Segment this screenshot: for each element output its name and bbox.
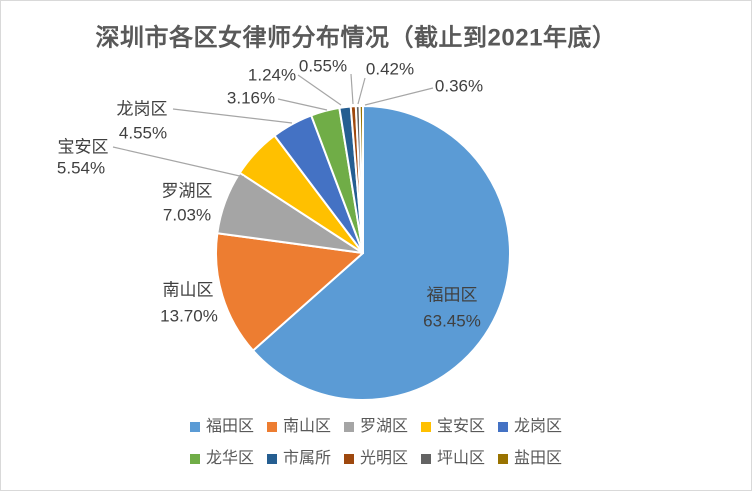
data-label-value-guangming: 0.55% bbox=[298, 56, 348, 76]
legend-item-baoan: 宝安区 bbox=[421, 419, 485, 435]
data-label-name-longgang: 龙岗区 bbox=[116, 99, 168, 119]
legend-item-guangming: 光明区 bbox=[343, 450, 408, 467]
legend-row-1: 福田区 南山区 罗湖区 宝安区 龙岗区 bbox=[189, 418, 562, 435]
legend-swatch-municipal-firms bbox=[266, 454, 277, 464]
legend-label-longgang: 龙岗区 bbox=[514, 418, 563, 435]
legend-label-luohu: 罗湖区 bbox=[359, 418, 408, 435]
data-label-value-luohu: 7.03% bbox=[162, 205, 212, 225]
legend-label-nanshan: 南山区 bbox=[282, 418, 331, 435]
legend-label-guangming: 光明区 bbox=[359, 450, 408, 467]
data-label-value-pingshan: 0.42% bbox=[365, 59, 415, 79]
legend-swatch-guangming bbox=[343, 454, 354, 464]
legend-swatch-longhua bbox=[189, 454, 200, 464]
legend-label-baoan: 宝安区 bbox=[437, 418, 486, 435]
data-label-value-longgang: 4.55% bbox=[118, 123, 168, 143]
data-label-value-yantian: 0.36% bbox=[434, 76, 484, 96]
legend: 福田区 南山区 罗湖区 宝安区 龙岗区龙华区 市属所 光明区 坪山区 盐田区 bbox=[1, 419, 751, 467]
legend-item-longgang: 龙岗区 bbox=[498, 419, 562, 435]
data-label-value-baoan: 5.54% bbox=[56, 158, 106, 178]
legend-label-municipal-firms: 市属所 bbox=[282, 450, 331, 467]
legend-item-nanshan: 南山区 bbox=[266, 418, 331, 435]
legend-swatch-pingshan bbox=[421, 454, 431, 464]
data-label-name-luohu: 罗湖区 bbox=[161, 181, 213, 201]
leader-line-guangming bbox=[350, 73, 354, 105]
leader-line-yantian bbox=[364, 87, 434, 106]
leader-line-baoan bbox=[112, 146, 245, 178]
legend-item-municipal-firms: 市属所 bbox=[266, 450, 331, 467]
legend-swatch-baoan bbox=[421, 422, 431, 432]
leader-line-municipal-firms bbox=[297, 74, 342, 106]
data-label-value-municipal-firms: 1.24% bbox=[247, 65, 297, 85]
legend-label-longhua: 龙华区 bbox=[205, 450, 254, 467]
legend-swatch-nanshan bbox=[266, 422, 277, 432]
pie-slice-yantian bbox=[358, 105, 364, 254]
chart-title: 深圳市各区女律师分布情况（截止到2021年底） bbox=[95, 24, 617, 52]
legend-swatch-futian bbox=[189, 422, 200, 432]
data-label-value-longhua: 3.16% bbox=[226, 88, 276, 108]
legend-item-yantian: 盐田区 bbox=[498, 451, 562, 467]
data-label-name-baoan: 宝安区 bbox=[57, 137, 109, 157]
legend-swatch-longgang bbox=[498, 422, 509, 432]
leader-line-pingshan bbox=[357, 77, 366, 105]
leader-line-longgang bbox=[172, 108, 293, 124]
legend-item-luohu: 罗湖区 bbox=[343, 418, 408, 435]
pie-slice-nanshan bbox=[215, 232, 364, 352]
legend-item-longhua: 龙华区 bbox=[189, 450, 254, 467]
legend-label-futian: 福田区 bbox=[205, 418, 254, 435]
leader-line-longhua bbox=[277, 98, 328, 111]
legend-label-pingshan: 坪山区 bbox=[437, 450, 486, 467]
data-label-name-futian: 福田区 bbox=[426, 285, 478, 305]
pie-slice-futian bbox=[252, 105, 511, 401]
legend-row-2: 龙华区 市属所 光明区 坪山区 盐田区 bbox=[189, 450, 562, 467]
legend-item-futian: 福田区 bbox=[189, 418, 254, 435]
legend-swatch-yantian bbox=[498, 454, 509, 464]
data-label-name-nanshan: 南山区 bbox=[162, 280, 214, 300]
legend-item-pingshan: 坪山区 bbox=[421, 451, 485, 467]
data-label-value-futian: 63.45% bbox=[423, 311, 481, 331]
legend-swatch-luohu bbox=[343, 422, 354, 432]
data-label-value-nanshan: 13.70% bbox=[160, 306, 218, 326]
legend-label-yantian: 盐田区 bbox=[514, 450, 563, 467]
